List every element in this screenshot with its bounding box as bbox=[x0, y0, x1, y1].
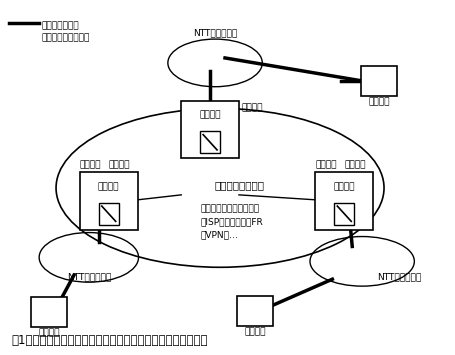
Text: NTT地域専用網: NTT地域専用網 bbox=[193, 29, 237, 38]
Text: 二種設備: 二種設備 bbox=[98, 182, 120, 191]
Text: 二種ネットワーク: 二種ネットワーク bbox=[215, 180, 265, 190]
Text: 二種ビル: 二種ビル bbox=[109, 160, 130, 169]
Text: 二種事業者通信サービス: 二種事業者通信サービス bbox=[200, 205, 259, 214]
Text: 二種ビル: 二種ビル bbox=[315, 160, 337, 169]
Bar bbox=[237, 296, 273, 326]
Text: 顧客ビル: 顧客ビル bbox=[244, 328, 266, 337]
Text: NTT地域専用網: NTT地域専用網 bbox=[67, 273, 111, 282]
Text: 図1：二種事業者のアクセス回線（専用線線端接続）利用事例: 図1：二種事業者のアクセス回線（専用線線端接続）利用事例 bbox=[11, 334, 208, 347]
Bar bbox=[80, 172, 137, 230]
Text: ・ISP（専用線）・FR: ・ISP（専用線）・FR bbox=[200, 218, 263, 227]
Text: 二種設備: 二種設備 bbox=[199, 110, 221, 120]
Text: 顧客ビル: 顧客ビル bbox=[368, 98, 390, 106]
Text: 顧客ビル: 顧客ビル bbox=[38, 329, 60, 338]
Text: ・VPN　…: ・VPN … bbox=[200, 231, 238, 240]
Text: 二種設備: 二種設備 bbox=[334, 182, 355, 191]
Text: NTT地域専用網: NTT地域専用網 bbox=[377, 273, 421, 282]
Text: 二種ビル: 二種ビル bbox=[80, 160, 101, 169]
Bar bbox=[99, 203, 119, 225]
Text: 二種ビル: 二種ビル bbox=[242, 104, 263, 113]
Bar bbox=[334, 203, 354, 225]
Bar bbox=[31, 297, 67, 327]
Bar bbox=[315, 172, 373, 230]
Bar bbox=[361, 66, 397, 95]
Text: （専用線線端接続）: （専用線線端接続） bbox=[41, 33, 90, 42]
Text: ：アクセス回線: ：アクセス回線 bbox=[41, 21, 79, 30]
Bar bbox=[181, 100, 239, 158]
Bar bbox=[200, 131, 220, 153]
Text: 二種ビル: 二種ビル bbox=[344, 160, 366, 169]
